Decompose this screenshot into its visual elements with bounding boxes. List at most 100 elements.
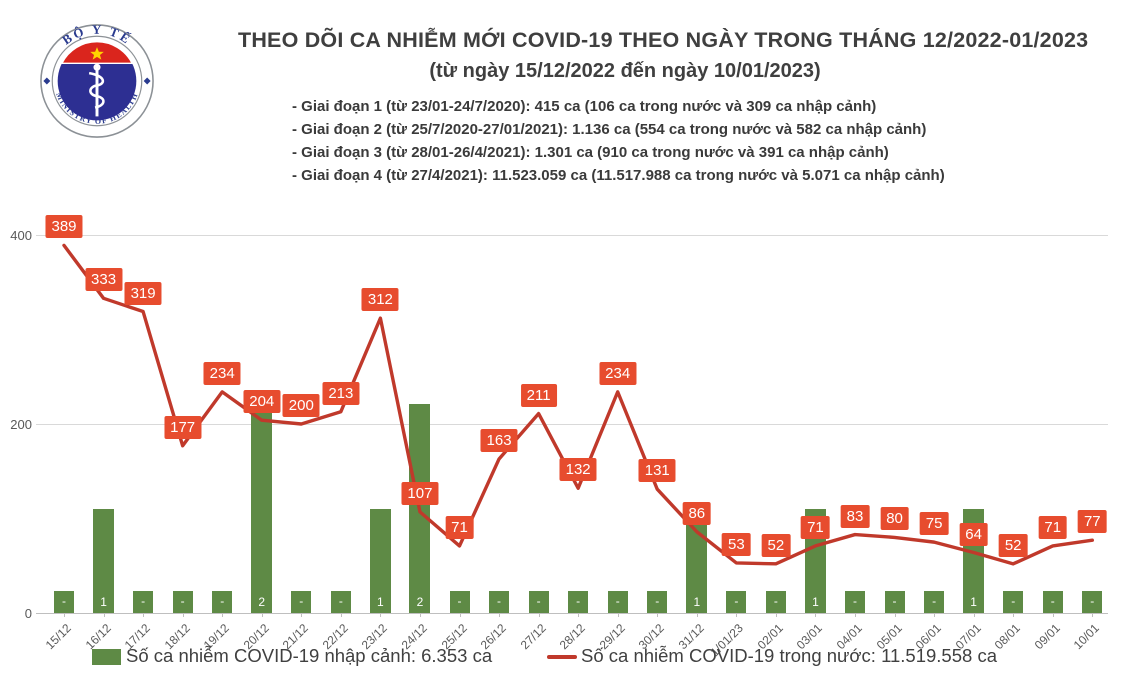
x-axis-tickmark <box>499 613 501 617</box>
line-value-label: 213 <box>322 381 360 405</box>
page-subtitle: (từ ngày 15/12/2022 đến ngày 10/01/2023) <box>429 60 821 82</box>
bar-zero-label: - <box>845 591 865 613</box>
bar-zero-label: - <box>212 591 233 613</box>
line-value-label: 52 <box>998 533 1028 557</box>
bar-zero-label: - <box>528 591 549 613</box>
x-axis-tickmark <box>657 613 659 617</box>
bar-zero-label: - <box>54 591 74 613</box>
bar-zero-label: - <box>449 591 470 613</box>
bar-value-label: 1 <box>693 595 701 609</box>
bar-zero-label: - <box>1082 591 1103 613</box>
x-axis-tickmark <box>538 613 540 617</box>
line-value-label: 71 <box>445 515 474 539</box>
bar-value-label: 1 <box>812 595 819 609</box>
y-axis-tick-label: 400 <box>10 228 32 243</box>
imported-cases-bar <box>251 404 273 613</box>
ministry-of-health-logo: BỘ Y TẾ MINISTRY OF HEALTH <box>40 23 154 138</box>
bar-zero-label: - <box>726 591 747 613</box>
x-axis-tickmark <box>419 613 421 617</box>
x-axis-tickmark <box>934 613 936 617</box>
line-value-label: 77 <box>1077 510 1107 534</box>
bar-zero-label: - <box>765 591 786 613</box>
line-value-label: 86 <box>682 501 712 525</box>
line-value-label: 83 <box>840 504 870 528</box>
line-value-label: 107 <box>401 481 439 505</box>
line-value-label: 333 <box>85 268 123 292</box>
x-axis-tickmark <box>894 613 896 617</box>
line-value-label: 131 <box>638 459 676 483</box>
x-axis-tickmark <box>459 613 461 617</box>
bar-value-label: 1 <box>970 595 977 609</box>
line-value-label: 71 <box>801 515 830 539</box>
bar-value-label: 1 <box>100 595 107 609</box>
logo-asclepius-rod-icon <box>88 63 105 117</box>
legend-line-swatch <box>547 655 577 659</box>
bar-zero-label: - <box>1042 591 1063 613</box>
y-axis-tick-label: 200 <box>10 417 32 432</box>
line-value-label: 80 <box>880 507 909 531</box>
line-value-label: 200 <box>282 394 320 417</box>
x-axis-tickmark <box>380 613 382 617</box>
x-axis-tickmark <box>1052 613 1054 617</box>
bar-zero-label: - <box>172 591 193 613</box>
x-axis-tickmark <box>261 613 263 617</box>
x-axis-tickmark <box>182 613 184 617</box>
x-axis-tickmark <box>103 613 105 617</box>
line-value-label: 389 <box>45 215 83 239</box>
page-title: THEO DÕI CA NHIỄM MỚI COVID-19 THEO NGÀY… <box>238 28 1089 52</box>
x-axis-tickmark <box>855 613 856 617</box>
bar-zero-label: - <box>489 591 510 613</box>
phase-summary-list: - Giai đoạn 1 (từ 23/01-24/7/2020): 415 … <box>292 95 945 187</box>
line-value-label: 75 <box>919 512 949 536</box>
logo-right-diamond <box>143 77 151 85</box>
logo-left-diamond <box>43 77 51 85</box>
x-axis-tickmark <box>340 613 342 617</box>
x-axis-tickmark <box>775 613 777 617</box>
bar-zero-label: - <box>133 591 154 613</box>
x-axis-tickmark <box>617 613 619 617</box>
line-value-label: 71 <box>1038 515 1068 539</box>
x-axis-tickmark <box>222 613 224 617</box>
phase-2-line: - Giai đoạn 2 (từ 25/7/2020-27/01/2021):… <box>292 121 927 138</box>
bar-value-label: 2 <box>416 595 424 609</box>
bar-zero-label: - <box>647 591 668 613</box>
x-axis-tickmark <box>143 613 145 617</box>
y-axis-tick-label: 0 <box>24 606 32 621</box>
line-value-label: 319 <box>124 281 162 305</box>
phase-3-line: - Giai đoạn 3 (từ 28/01-26/4/2021): 1.30… <box>292 144 889 161</box>
bar-zero-label: - <box>291 591 312 613</box>
bar-value-label: 2 <box>258 595 266 609</box>
line-value-label: 211 <box>520 383 557 407</box>
line-value-label: 234 <box>203 361 241 385</box>
legend-domestic-cases-label: Số ca nhiễm COVID-19 trong nước: 11.519.… <box>581 645 997 666</box>
line-value-label: 312 <box>361 288 399 312</box>
x-axis-line <box>36 613 1108 614</box>
line-value-label: 234 <box>599 361 637 385</box>
bar-zero-label: - <box>568 591 589 613</box>
x-axis-tickmark <box>696 613 698 617</box>
bar-value-label: 1 <box>377 595 384 609</box>
x-axis-tickmark <box>1092 613 1094 617</box>
x-axis-tickmark <box>301 613 303 617</box>
phase-1-line: - Giai đoạn 1 (từ 23/01-24/7/2020): 415 … <box>292 98 877 115</box>
y-gridline <box>36 235 1108 236</box>
x-axis-tickmark <box>1013 613 1015 617</box>
bar-zero-label: - <box>330 591 351 613</box>
line-value-label: 163 <box>480 428 518 452</box>
logo-star-icon <box>90 47 104 60</box>
imported-cases-bar <box>409 404 431 613</box>
bar-zero-label: - <box>607 591 628 613</box>
x-axis-tickmark <box>64 613 65 617</box>
line-value-label: 52 <box>761 533 791 557</box>
bar-zero-label: - <box>884 591 905 613</box>
x-axis-tickmark <box>578 613 580 617</box>
phase-4-line: - Giai đoạn 4 (từ 27/4/2021): 11.523.059… <box>292 167 945 184</box>
x-axis-tickmark <box>973 613 975 617</box>
bar-zero-label: - <box>1003 591 1024 613</box>
line-value-label: 64 <box>959 522 988 546</box>
x-axis-tickmark <box>815 613 817 617</box>
x-axis-tickmark <box>736 613 738 617</box>
line-value-label: 132 <box>559 458 597 482</box>
